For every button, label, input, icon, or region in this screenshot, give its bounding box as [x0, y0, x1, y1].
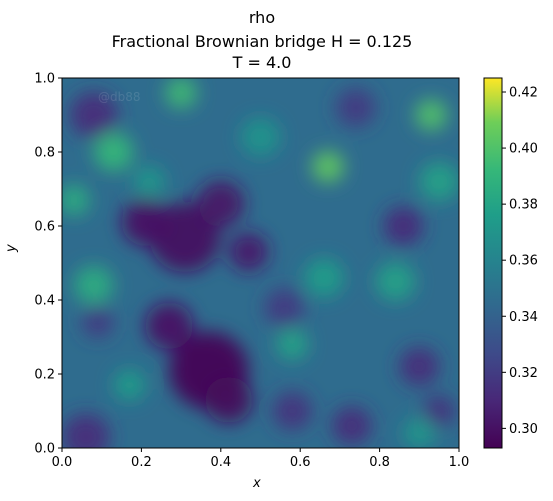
colorbar-axis: 0.30 0.32 0.34 0.36 0.38 0.40 0.42	[502, 86, 538, 437]
chart-subtitle-time: T = 4.0	[232, 53, 292, 72]
colorbar-tick-label: 0.32	[509, 366, 538, 381]
heatmap-feature-23	[375, 262, 416, 301]
heatmap-feature-5	[196, 180, 245, 228]
x-axis-label: x	[253, 476, 261, 491]
x-tick-label: 0.8	[369, 455, 390, 470]
heatmap-feature-15	[264, 287, 305, 327]
x-tick-label: 0.4	[210, 455, 231, 470]
heatmap-feature-6	[228, 232, 269, 272]
heatmap-feature-19	[165, 78, 197, 109]
x-tick-label: 0.0	[52, 455, 73, 470]
heatmap-features	[62, 78, 459, 448]
colorbar-tick-label: 0.38	[509, 198, 538, 213]
x-tick-label: 0.2	[131, 455, 152, 470]
x-axis: 0.0 0.2 0.4 0.6 0.8 1.0	[52, 448, 470, 470]
heatmap-feature-12	[331, 406, 372, 446]
colorbar-tick-label: 0.40	[509, 142, 538, 157]
heatmap-feature-11	[272, 391, 313, 431]
heatmap-feature-27	[113, 369, 146, 401]
heatmap-feature-24	[304, 258, 344, 298]
colorbar-tick-label: 0.34	[509, 310, 538, 325]
y-tick-label: 0.0	[34, 442, 55, 457]
heatmap-feature-9	[81, 306, 114, 338]
colorbar	[483, 77, 503, 449]
plot-frame	[61, 77, 460, 449]
heatmap-feature-20	[415, 99, 448, 131]
heatmap-feature-1	[145, 302, 194, 350]
heatmap-feature-30	[133, 166, 166, 198]
chart-subtitle: Fractional Brownian bridge H = 0.125	[111, 32, 413, 51]
y-tick-label: 0.4	[34, 294, 55, 309]
heatmap-feature-7	[69, 91, 118, 139]
y-tick-label: 0.6	[34, 220, 55, 235]
heatmap-feature-28	[403, 417, 436, 448]
heatmap-feature-8	[62, 413, 110, 448]
heatmap-feature-18	[312, 151, 344, 183]
y-tick-label: 1.0	[34, 72, 55, 87]
y-axis: 0.0 0.2 0.4 0.6 0.8 1.0	[34, 72, 62, 457]
heatmap-feature-29	[240, 117, 281, 157]
heatmap-feature-16	[335, 88, 376, 128]
heatmap-feature-17	[93, 132, 134, 172]
colorbar-tick-label: 0.30	[509, 422, 538, 437]
y-axis-label: y	[4, 244, 19, 252]
y-tick-label: 0.8	[34, 146, 55, 161]
heatmap-feature-25	[276, 328, 309, 360]
watermark-text: @db88	[98, 90, 141, 104]
colorbar-tick-label: 0.36	[509, 254, 538, 269]
heatmap-feature-14	[423, 395, 456, 427]
heatmap-feature-13	[399, 347, 440, 387]
heatmap-feature-22	[62, 184, 90, 216]
heatmap-feature-4	[121, 198, 170, 246]
x-tick-label: 1.0	[449, 455, 470, 470]
heatmap-feature-10	[383, 206, 424, 246]
x-tick-label: 0.6	[290, 455, 311, 470]
heatmap-feature-21	[73, 265, 114, 305]
y-tick-label: 0.2	[34, 368, 55, 383]
heatmap-field	[62, 78, 459, 448]
chart-title: rho	[248, 8, 276, 27]
heatmap-feature-26	[419, 162, 459, 202]
colorbar-tick-label: 0.42	[509, 86, 538, 101]
heatmap-feature-2	[204, 376, 253, 424]
